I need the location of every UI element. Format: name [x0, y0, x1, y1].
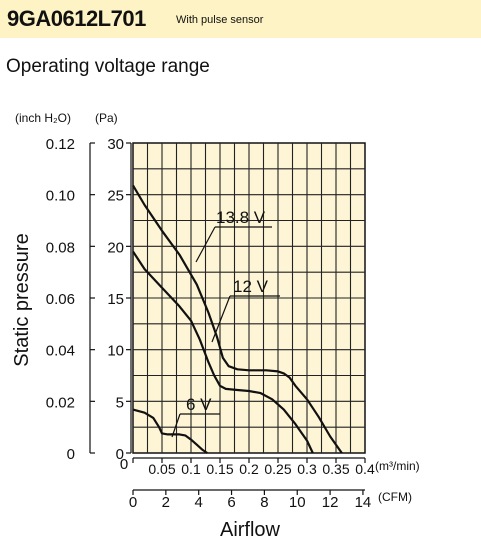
x-tick-label-cfm: 12 — [322, 494, 339, 511]
label-12v: 12 V — [233, 277, 269, 296]
x-unit-secondary: (CFM) — [378, 490, 412, 504]
y-tick-label-pa: 15 — [107, 291, 124, 308]
label-6v: 6 V — [186, 395, 212, 414]
curve-6v — [132, 408, 208, 454]
series-label-12v: 12 V — [211, 277, 280, 343]
x-tick-label-m3min: 0.35 — [322, 461, 349, 477]
y-tick-label-inch: 0.04 — [46, 343, 75, 360]
y-tick-label-inch: 0.08 — [46, 239, 75, 256]
y-tick-label-pa: 30 — [107, 136, 124, 153]
x-tick-label-m3min: 0.25 — [264, 461, 291, 477]
series-label-6v: 6 V — [171, 395, 220, 438]
x-tick-label-cfm: 10 — [289, 494, 306, 511]
y-tick-label-pa: 0 — [116, 446, 124, 463]
model-note: With pulse sensor — [176, 14, 264, 26]
x-tick-label-m3min: 0.4 — [355, 461, 375, 477]
x-tick-label-cfm: 2 — [162, 494, 170, 511]
series-label-13-8v: 13.8 V — [195, 208, 272, 263]
y-axes: 0 5 10 15 20 25 30 0 0.02 0.04 0.06 0.08 0.10 0.12 — [46, 136, 132, 463]
x-tick-label-m3min: 0.15 — [206, 461, 233, 477]
y-unit-primary: (Pa) — [95, 111, 118, 125]
y-tick-label-inch: 0.06 — [46, 291, 75, 308]
curve-13-8v — [132, 184, 343, 454]
y-tick-label-inch: 0.10 — [46, 188, 75, 205]
x-axes: 0 0.05 0.1 0.15 0.2 0.25 0.3 0.35 0.4 0 2 4 6 8 10 12 14 — [120, 456, 375, 511]
title-bar: 9GA0612L701 With pulse sensor — [0, 0, 481, 38]
x-tick-label-cfm: 8 — [260, 494, 268, 511]
x-axis-title: Airflow — [220, 519, 281, 541]
y-tick-label-inch: 0 — [67, 446, 75, 463]
x-tick-label-cfm: 4 — [195, 494, 203, 511]
x-tick-label-m3min: 0 — [120, 456, 128, 473]
x-tick-label-cfm: 6 — [227, 494, 235, 511]
y-tick-label-inch: 0.12 — [46, 136, 75, 153]
x-tick-label-cfm: 0 — [129, 494, 137, 511]
x-tick-label-m3min: 0.2 — [239, 461, 259, 477]
label-13-8v: 13.8 V — [216, 208, 266, 227]
x-tick-label-m3min: 0.05 — [148, 461, 175, 477]
y-tick-label-inch: 0.02 — [46, 394, 75, 411]
y-tick-label-pa: 20 — [107, 239, 124, 256]
y-unit-secondary: (inch H₂O) — [15, 111, 71, 125]
curves — [132, 184, 343, 454]
model-number: 9GA0612L701 — [7, 6, 146, 31]
y-tick-label-pa: 25 — [107, 188, 124, 205]
y-axis-title: Static pressure — [11, 233, 33, 366]
y-tick-label-pa: 10 — [107, 343, 124, 360]
x-tick-label-m3min: 0.3 — [297, 461, 317, 477]
x-tick-label-m3min: 0.1 — [181, 461, 201, 477]
curve-12v — [132, 250, 314, 454]
x-tick-label-cfm: 14 — [355, 494, 372, 511]
chart-subtitle: Operating voltage range — [6, 56, 210, 77]
x-unit-primary: (m³/min) — [375, 459, 420, 473]
grid-lines — [133, 143, 365, 453]
y-tick-label-pa: 5 — [116, 394, 124, 411]
